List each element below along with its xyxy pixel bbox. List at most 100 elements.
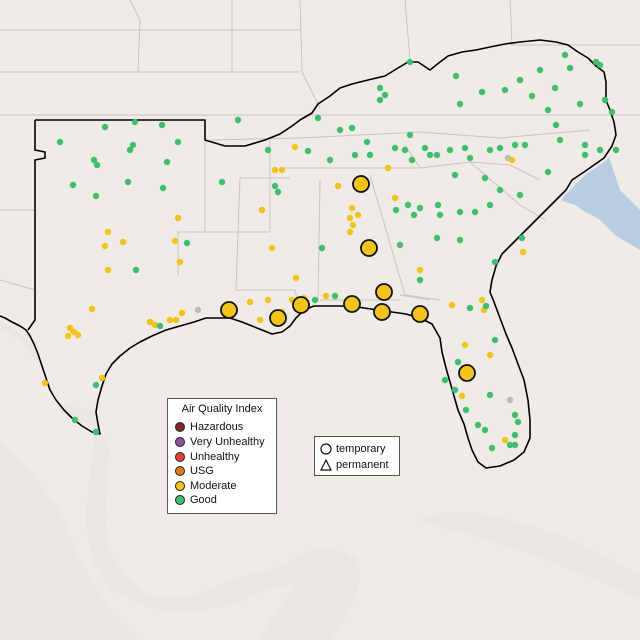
- permanent-monitor-dot[interactable]: [566, 64, 574, 72]
- permanent-monitor-dot[interactable]: [326, 156, 334, 164]
- permanent-monitor-dot[interactable]: [291, 143, 299, 151]
- permanent-monitor-dot[interactable]: [331, 292, 339, 300]
- permanent-monitor-dot[interactable]: [511, 441, 519, 449]
- permanent-monitor-dot[interactable]: [322, 292, 330, 300]
- permanent-monitor-dot[interactable]: [556, 136, 564, 144]
- permanent-monitor-dot[interactable]: [146, 318, 154, 326]
- permanent-monitor-dot[interactable]: [491, 258, 499, 266]
- permanent-monitor-dot[interactable]: [92, 428, 100, 436]
- permanent-monitor-dot[interactable]: [292, 274, 300, 282]
- permanent-monitor-dot[interactable]: [518, 234, 526, 242]
- permanent-monitor-dot[interactable]: [601, 96, 609, 104]
- permanent-monitor-dot[interactable]: [408, 156, 416, 164]
- permanent-monitor-dot[interactable]: [491, 336, 499, 344]
- permanent-monitor-dot[interactable]: [274, 188, 282, 196]
- permanent-monitor-dot[interactable]: [441, 376, 449, 384]
- permanent-monitor-dot[interactable]: [92, 381, 100, 389]
- permanent-monitor-dot[interactable]: [544, 106, 552, 114]
- permanent-monitor-dot[interactable]: [466, 304, 474, 312]
- permanent-monitor-dot[interactable]: [486, 391, 494, 399]
- permanent-monitor-dot[interactable]: [452, 72, 460, 80]
- permanent-monitor-dot[interactable]: [446, 146, 454, 154]
- permanent-monitor-dot[interactable]: [391, 194, 399, 202]
- permanent-monitor-dot[interactable]: [41, 379, 49, 387]
- permanent-monitor-dot[interactable]: [508, 156, 516, 164]
- permanent-monitor-dot[interactable]: [318, 244, 326, 252]
- permanent-monitor-dot[interactable]: [471, 208, 479, 216]
- permanent-monitor-dot[interactable]: [392, 206, 400, 214]
- permanent-monitor-dot[interactable]: [336, 126, 344, 134]
- permanent-monitor-dot[interactable]: [462, 406, 470, 414]
- permanent-monitor-dot[interactable]: [66, 324, 74, 332]
- permanent-monitor-dot[interactable]: [174, 214, 182, 222]
- permanent-monitor-dot[interactable]: [581, 151, 589, 159]
- permanent-monitor-dot[interactable]: [461, 144, 469, 152]
- permanent-monitor-dot[interactable]: [268, 244, 276, 252]
- permanent-monitor-dot[interactable]: [218, 178, 226, 186]
- temporary-monitor-marker[interactable]: [360, 239, 378, 257]
- permanent-monitor-dot[interactable]: [234, 116, 242, 124]
- permanent-monitor-dot[interactable]: [536, 66, 544, 74]
- permanent-monitor-dot[interactable]: [478, 88, 486, 96]
- permanent-monitor-dot[interactable]: [404, 201, 412, 209]
- permanent-monitor-dot[interactable]: [163, 158, 171, 166]
- permanent-monitor-dot[interactable]: [348, 124, 356, 132]
- permanent-monitor-dot[interactable]: [256, 316, 264, 324]
- permanent-monitor-dot[interactable]: [501, 436, 509, 444]
- permanent-monitor-dot[interactable]: [376, 84, 384, 92]
- permanent-monitor-dot[interactable]: [506, 441, 514, 449]
- permanent-monitor-dot[interactable]: [478, 296, 486, 304]
- temporary-monitor-marker[interactable]: [458, 364, 476, 382]
- permanent-monitor-dot[interactable]: [334, 182, 342, 190]
- permanent-monitor-dot[interactable]: [194, 306, 202, 314]
- permanent-monitor-dot[interactable]: [426, 151, 434, 159]
- permanent-monitor-dot[interactable]: [126, 146, 134, 154]
- permanent-monitor-dot[interactable]: [348, 204, 356, 212]
- permanent-monitor-dot[interactable]: [391, 144, 399, 152]
- permanent-monitor-dot[interactable]: [519, 248, 527, 256]
- permanent-monitor-dot[interactable]: [511, 141, 519, 149]
- permanent-monitor-dot[interactable]: [456, 208, 464, 216]
- permanent-monitor-dot[interactable]: [433, 234, 441, 242]
- permanent-monitor-dot[interactable]: [384, 164, 392, 172]
- permanent-monitor-dot[interactable]: [481, 174, 489, 182]
- permanent-monitor-dot[interactable]: [174, 138, 182, 146]
- permanent-monitor-dot[interactable]: [482, 302, 490, 310]
- permanent-monitor-dot[interactable]: [406, 58, 414, 66]
- permanent-monitor-dot[interactable]: [401, 146, 409, 154]
- temporary-monitor-marker[interactable]: [411, 305, 429, 323]
- permanent-monitor-dot[interactable]: [416, 266, 424, 274]
- temporary-monitor-marker[interactable]: [343, 295, 361, 313]
- permanent-monitor-dot[interactable]: [363, 138, 371, 146]
- permanent-monitor-dot[interactable]: [451, 171, 459, 179]
- permanent-monitor-dot[interactable]: [436, 211, 444, 219]
- permanent-monitor-dot[interactable]: [552, 121, 560, 129]
- permanent-monitor-dot[interactable]: [354, 211, 362, 219]
- permanent-monitor-dot[interactable]: [456, 100, 464, 108]
- permanent-monitor-dot[interactable]: [448, 301, 456, 309]
- permanent-monitor-dot[interactable]: [576, 100, 584, 108]
- permanent-monitor-dot[interactable]: [410, 211, 418, 219]
- permanent-monitor-dot[interactable]: [69, 181, 77, 189]
- permanent-monitor-dot[interactable]: [346, 214, 354, 222]
- permanent-monitor-dot[interactable]: [544, 168, 552, 176]
- permanent-monitor-dot[interactable]: [124, 178, 132, 186]
- temporary-monitor-marker[interactable]: [373, 303, 391, 321]
- permanent-monitor-dot[interactable]: [351, 151, 359, 159]
- permanent-monitor-dot[interactable]: [151, 321, 159, 329]
- permanent-monitor-dot[interactable]: [521, 141, 529, 149]
- permanent-monitor-dot[interactable]: [596, 146, 604, 154]
- permanent-monitor-dot[interactable]: [246, 298, 254, 306]
- permanent-monitor-dot[interactable]: [528, 92, 536, 100]
- permanent-monitor-dot[interactable]: [104, 228, 112, 236]
- permanent-monitor-dot[interactable]: [421, 144, 429, 152]
- permanent-monitor-dot[interactable]: [311, 296, 319, 304]
- permanent-monitor-dot[interactable]: [271, 182, 279, 190]
- permanent-monitor-dot[interactable]: [486, 201, 494, 209]
- permanent-monitor-dot[interactable]: [416, 204, 424, 212]
- permanent-monitor-dot[interactable]: [178, 309, 186, 317]
- permanent-monitor-dot[interactable]: [381, 91, 389, 99]
- permanent-monitor-dot[interactable]: [488, 444, 496, 452]
- permanent-monitor-dot[interactable]: [183, 239, 191, 247]
